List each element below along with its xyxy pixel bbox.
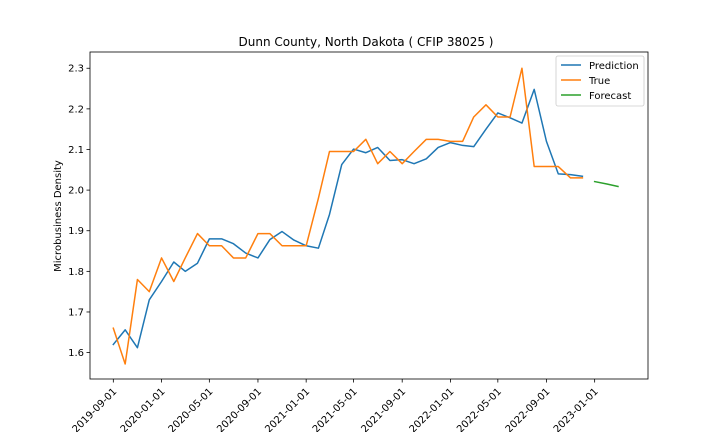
y-tick-label: 2.3: [68, 64, 84, 75]
chart-title: Dunn County, North Dakota ( CFIP 38025 ): [239, 35, 494, 49]
y-tick-label: 1.8: [68, 267, 84, 278]
legend: Prediction True Forecast: [555, 55, 645, 107]
legend-box: [555, 55, 645, 107]
y-axis-label: Microbusiness Density: [53, 160, 64, 272]
y-tick-label: 1.9: [68, 226, 84, 237]
series-lines: [112, 67, 619, 365]
y-tick-label: 2.0: [68, 186, 84, 197]
legend-label-prediction: Prediction: [589, 61, 639, 72]
y-tick-label: 2.1: [68, 145, 84, 156]
y-tick-label: 2.2: [68, 104, 84, 115]
legend-label-true: True: [588, 76, 610, 87]
series-line-true: [112, 67, 584, 365]
y-tick-label: 1.6: [68, 348, 84, 359]
y-tick-label: 1.7: [68, 307, 84, 318]
legend-label-forecast: Forecast: [589, 91, 631, 102]
series-line-prediction: [112, 88, 584, 349]
series-line-forecast: [593, 180, 619, 188]
plot-frame: [89, 51, 649, 380]
